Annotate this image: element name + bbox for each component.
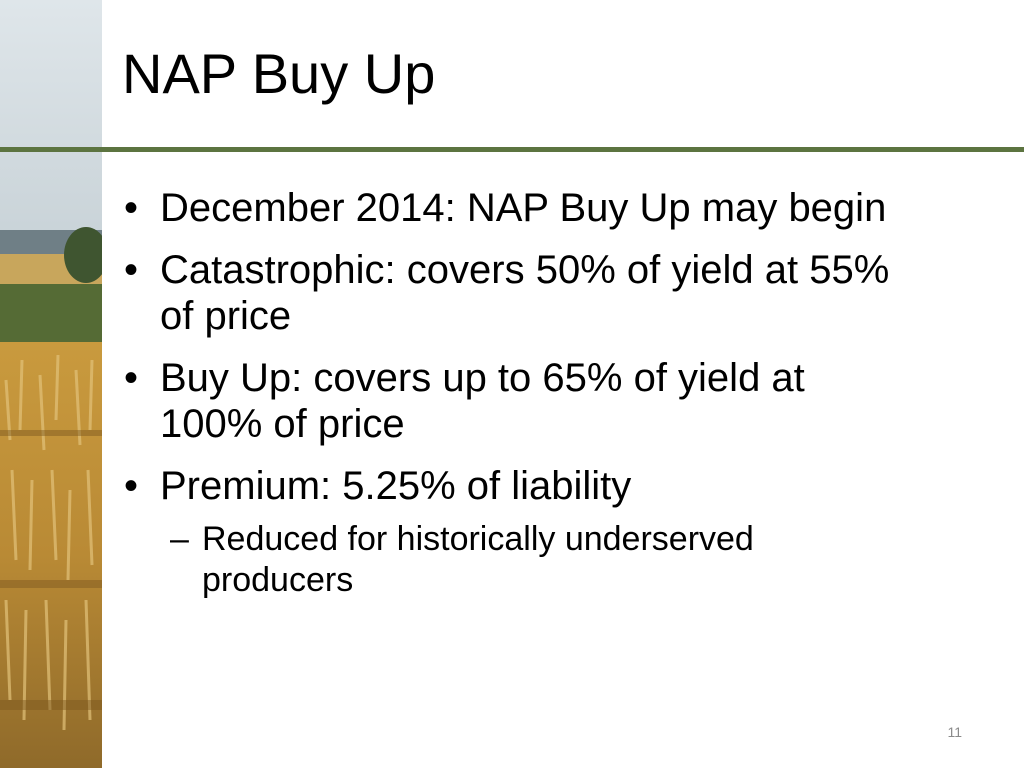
sub-bullet-text: Reduced for historically underserved pro… (202, 520, 754, 599)
slide-number: 11 (947, 724, 962, 740)
list-item: • Catastrophic: covers 50% of yield at 5… (122, 247, 912, 339)
bullet-icon: • (124, 186, 139, 230)
list-item: • Premium: 5.25% of liability – Reduced … (122, 463, 912, 601)
list-item: • December 2014: NAP Buy Up may begin (122, 185, 912, 231)
slide-title: NAP Buy Up (122, 42, 436, 105)
sub-list-item: – Reduced for historically underserved p… (170, 519, 912, 601)
bullet-text: December 2014: NAP Buy Up may begin (160, 186, 887, 230)
dash-icon: – (170, 520, 189, 558)
bullet-text: Premium: 5.25% of liability (160, 464, 632, 508)
title-divider (0, 147, 1024, 152)
bullet-icon: • (124, 356, 139, 400)
list-item: • Buy Up: covers up to 65% of yield at 1… (122, 355, 912, 447)
bullet-list: • December 2014: NAP Buy Up may begin • … (122, 185, 912, 617)
sub-bullet-list: – Reduced for historically underserved p… (170, 519, 912, 601)
bullet-icon: • (124, 464, 139, 508)
wheat-field-photo (0, 0, 102, 768)
bullet-text: Catastrophic: covers 50% of yield at 55%… (160, 248, 890, 338)
bullet-text: Buy Up: covers up to 65% of yield at 100… (160, 356, 805, 446)
bullet-icon: • (124, 248, 139, 292)
